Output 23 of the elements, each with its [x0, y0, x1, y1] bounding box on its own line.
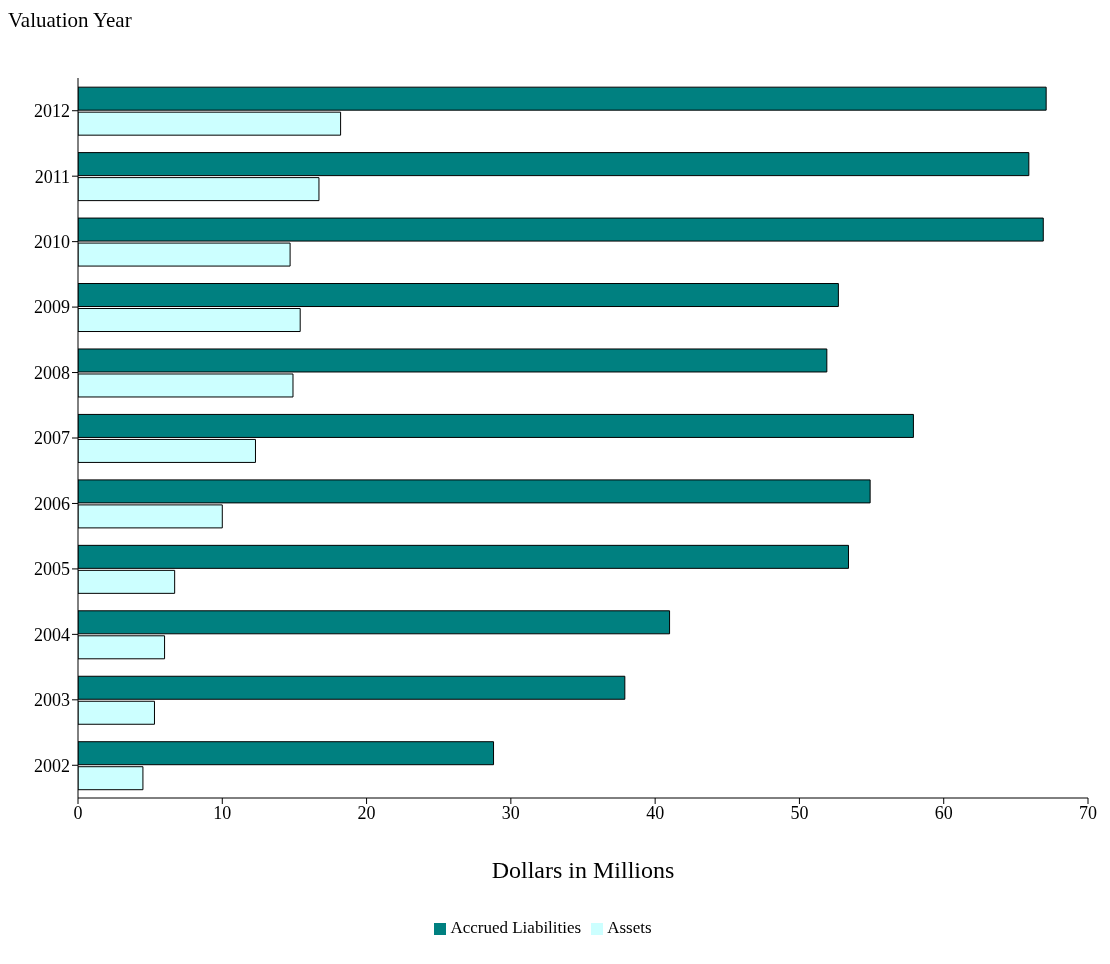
- y-tick-label: 2010: [34, 232, 70, 253]
- y-tick-label: 2009: [34, 297, 70, 318]
- y-tick-label: 2011: [34, 166, 70, 187]
- x-axis-title: Dollars in Millions: [491, 857, 675, 883]
- y-tick-label: 2007: [34, 428, 70, 449]
- x-tick-label: 10: [213, 802, 232, 823]
- x-tick-label: 30: [501, 802, 520, 823]
- y-tick-label: 2006: [34, 493, 70, 514]
- y-tick-label: 2005: [34, 559, 70, 580]
- y-tick-label: 2004: [34, 624, 70, 645]
- x-tick-label: 40: [646, 802, 665, 823]
- y-tick-label: 2012: [34, 101, 70, 122]
- y-tick-label: 2008: [34, 362, 70, 383]
- legend-label: Accrued Liabilities: [450, 918, 582, 937]
- x-tick-label: 70: [1079, 802, 1097, 823]
- y-axis-title: Valuation Year: [8, 8, 133, 34]
- y-tick-label: 2002: [34, 755, 70, 776]
- x-tick-label: 0: [73, 802, 83, 823]
- x-tick-label: 60: [934, 802, 953, 823]
- y-tick-label: 2003: [34, 690, 70, 711]
- x-tick-label: 20: [357, 802, 376, 823]
- legend-label: Assets: [607, 918, 652, 937]
- x-tick-label: 50: [790, 802, 809, 823]
